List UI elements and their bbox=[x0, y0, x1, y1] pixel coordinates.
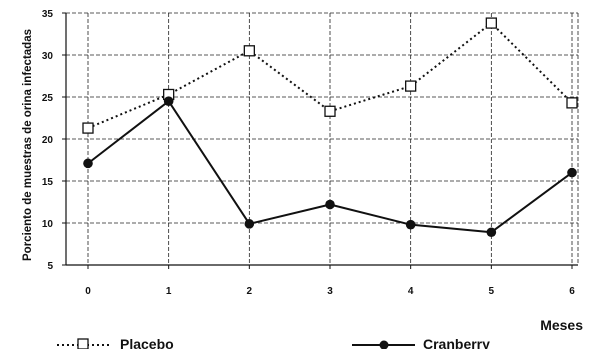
point-cranberry bbox=[83, 158, 93, 169]
y-tick-label: 20 bbox=[42, 135, 54, 146]
point-cranberry bbox=[486, 227, 497, 238]
point-cranberry bbox=[325, 199, 335, 210]
grid bbox=[66, 12, 579, 265]
y-axis-label: Porciento de muestras de orina infectada… bbox=[22, 29, 34, 261]
legend-cranberry-marker bbox=[379, 340, 389, 349]
point-placebo bbox=[485, 17, 497, 29]
legend-label-placebo: Placebo bbox=[120, 336, 174, 349]
axes bbox=[62, 12, 578, 269]
x-tick-label: 2 bbox=[247, 286, 253, 297]
y-tick-label: 10 bbox=[42, 219, 54, 230]
point-placebo bbox=[405, 80, 417, 92]
point-placebo bbox=[243, 45, 255, 57]
y-tick-label: 25 bbox=[42, 93, 54, 104]
x-tick-label: 0 bbox=[85, 286, 91, 297]
y-tick-label: 15 bbox=[42, 177, 54, 188]
x-tick-label: 3 bbox=[327, 286, 333, 297]
point-cranberry bbox=[244, 219, 255, 229]
point-cranberry bbox=[567, 167, 577, 178]
series-markers bbox=[82, 17, 578, 238]
point-cranberry bbox=[405, 219, 416, 230]
y-tick-label: 30 bbox=[42, 51, 54, 62]
legend-item-placebo: Placebo bbox=[57, 336, 174, 349]
x-tick-label: 1 bbox=[166, 286, 172, 297]
legend: Placebo Cranberry bbox=[57, 336, 490, 349]
y-tick-label: 5 bbox=[47, 261, 53, 272]
legend-label-cranberry: Cranberry bbox=[423, 336, 490, 349]
legend-placebo-marker bbox=[77, 338, 89, 349]
x-tick-labels: 0 1 2 3 4 5 6 bbox=[85, 286, 575, 297]
legend-item-cranberry: Cranberry bbox=[352, 336, 490, 349]
point-placebo bbox=[324, 105, 336, 117]
y-tick-label: 35 bbox=[42, 9, 54, 20]
point-placebo bbox=[82, 122, 94, 134]
x-tick-label: 5 bbox=[489, 286, 495, 297]
point-placebo bbox=[566, 97, 578, 109]
point-cranberry bbox=[163, 96, 174, 106]
y-tick-labels: 5 10 15 20 25 30 35 bbox=[42, 9, 54, 272]
x-tick-label: 6 bbox=[569, 286, 575, 297]
x-tick-label: 4 bbox=[408, 286, 414, 297]
x-axis-label: Meses bbox=[540, 317, 583, 333]
